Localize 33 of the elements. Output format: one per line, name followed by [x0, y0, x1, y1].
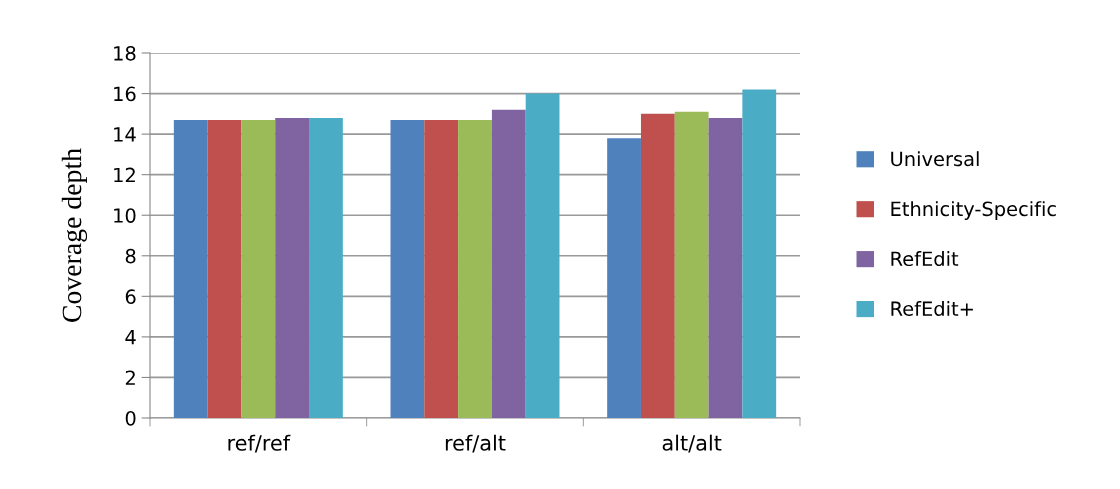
y-tick-label: 10	[114, 208, 136, 223]
x-tick-label: alt/alt	[662, 434, 722, 453]
legend-label: RefEdit+	[891, 300, 973, 317]
bar	[674, 111, 709, 418]
legend-label: Universal	[891, 151, 979, 167]
y-tick-label: 0	[125, 410, 136, 426]
bar	[390, 119, 425, 418]
y-axis-title: Coverage depth	[61, 148, 88, 322]
bar	[241, 119, 276, 418]
bar	[309, 117, 343, 418]
bar	[424, 119, 459, 418]
bar	[491, 109, 526, 418]
bar	[173, 119, 208, 418]
bar	[607, 138, 641, 418]
y-tick-label: 2	[125, 370, 135, 385]
y-tick-label: 16	[114, 86, 136, 102]
y-tick-label: 6	[125, 289, 136, 304]
bar	[742, 89, 777, 418]
bar	[458, 119, 492, 418]
y-tick-label: 8	[125, 248, 136, 264]
y-tick-label: 12	[114, 167, 135, 183]
y-tick-label: 4	[125, 330, 136, 345]
x-tick-label: ref/ref	[228, 434, 291, 453]
x-tick-label: ref/alt	[445, 434, 506, 453]
bar	[207, 119, 242, 418]
bar	[275, 117, 310, 418]
bar	[640, 113, 675, 418]
legend-label: RefEdit	[891, 251, 959, 267]
bar	[525, 93, 560, 418]
y-tick-label: 14	[114, 127, 136, 142]
legend-label: Ethnicity-Specific	[891, 201, 1056, 220]
bar	[708, 117, 743, 418]
y-tick-label: 18	[114, 45, 136, 61]
